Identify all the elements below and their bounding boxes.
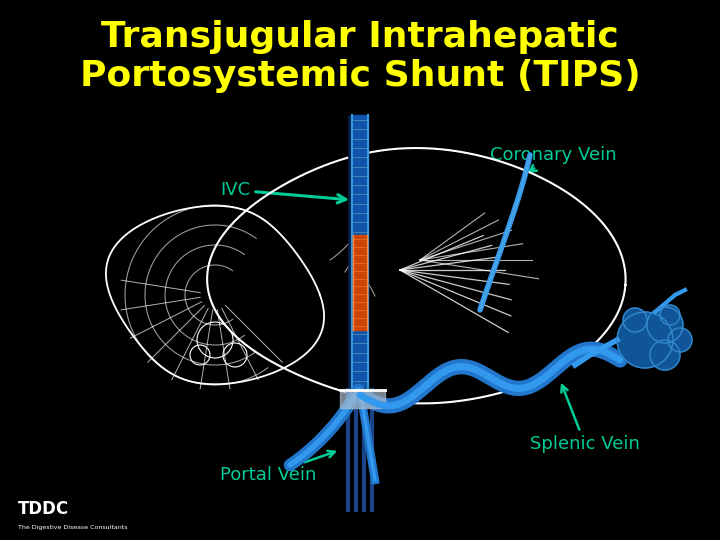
Text: TDDC: TDDC: [18, 500, 69, 518]
Circle shape: [668, 328, 692, 352]
Text: Transjugular Intrahepatic
Portosystemic Shunt (TIPS): Transjugular Intrahepatic Portosystemic …: [80, 20, 640, 93]
Text: Coronary Vein: Coronary Vein: [490, 146, 616, 172]
Text: Splenic Vein: Splenic Vein: [530, 385, 640, 453]
Text: The Digestive Disease Consultants: The Digestive Disease Consultants: [18, 525, 127, 530]
Circle shape: [623, 308, 647, 332]
Text: Portal Vein: Portal Vein: [220, 451, 335, 484]
Circle shape: [660, 305, 680, 325]
Text: IVC: IVC: [220, 181, 346, 203]
Circle shape: [650, 340, 680, 370]
Circle shape: [647, 307, 683, 343]
Circle shape: [617, 312, 673, 368]
